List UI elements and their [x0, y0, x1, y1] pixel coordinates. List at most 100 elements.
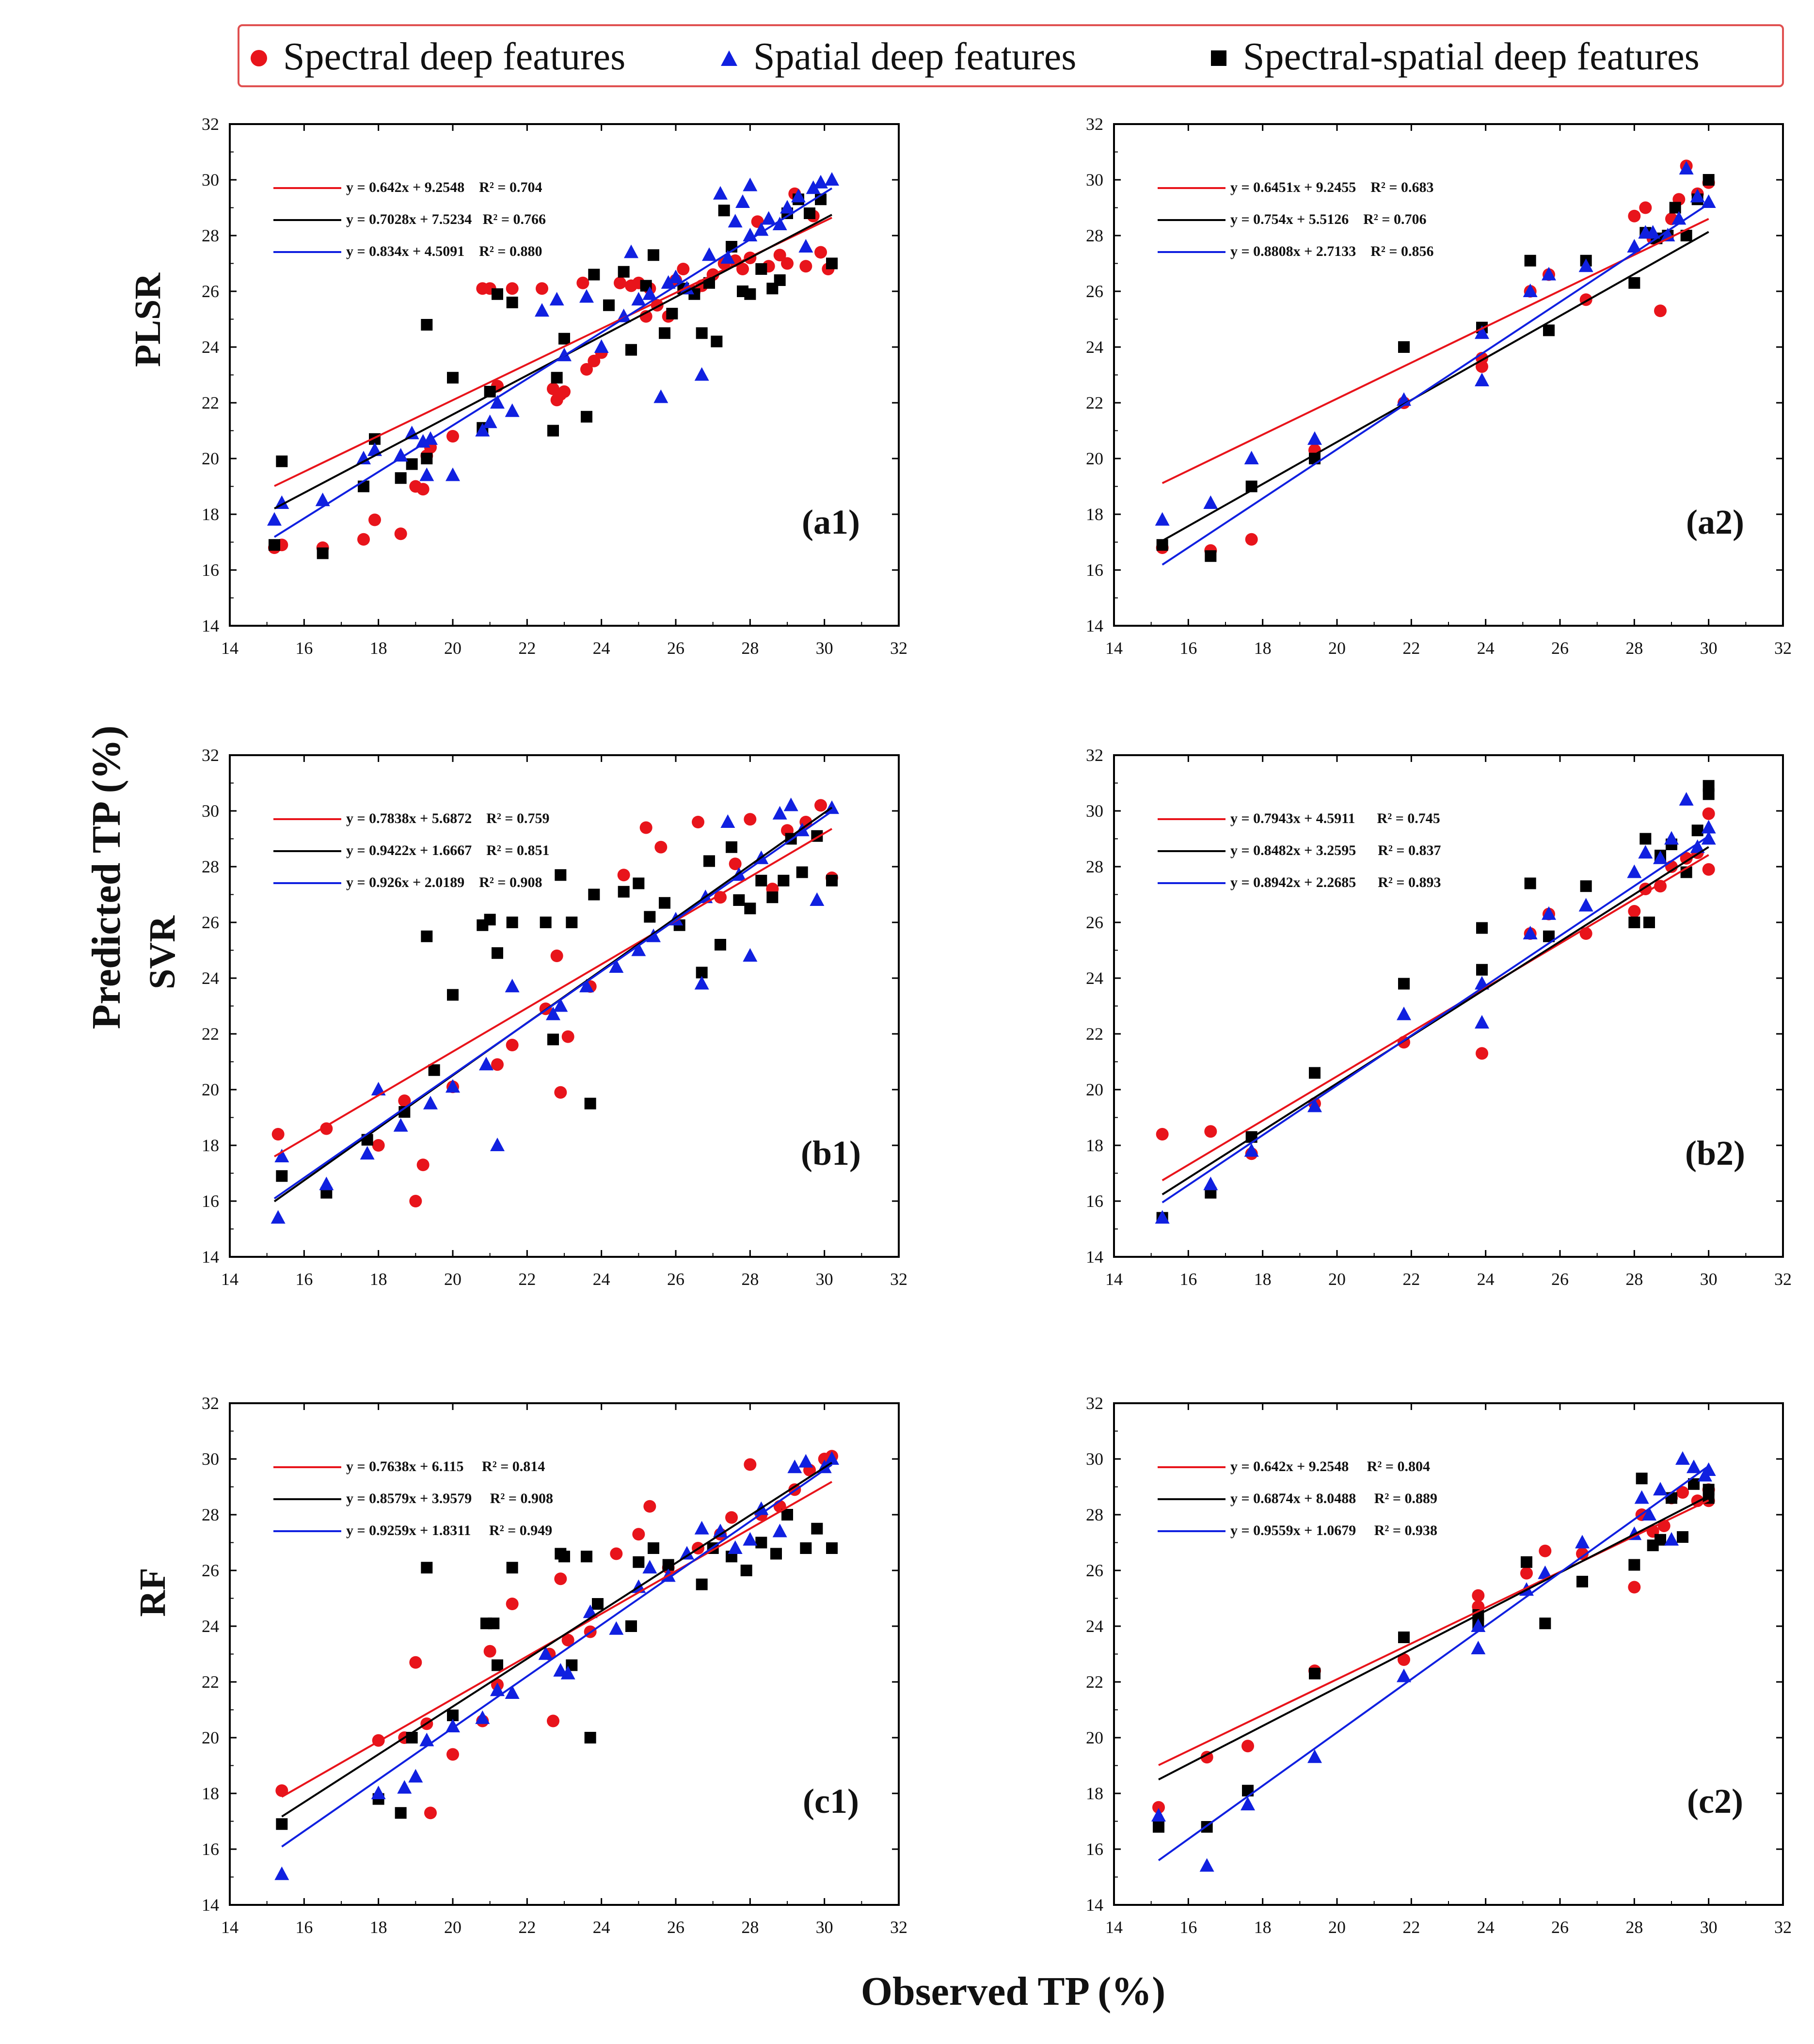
point-combined — [1205, 550, 1217, 562]
point-spatial — [1690, 189, 1705, 203]
y-tick-label: 30 — [1086, 801, 1103, 821]
point-spatial — [1679, 161, 1694, 174]
point-spatial — [1575, 1535, 1590, 1549]
point-spectral — [714, 891, 727, 904]
point-spatial — [713, 186, 728, 200]
point-spatial — [1307, 431, 1322, 445]
y-tick-label: 22 — [202, 1024, 219, 1044]
point-combined — [774, 274, 786, 286]
x-tick-label: 32 — [1774, 638, 1792, 658]
y-tick-label: 14 — [202, 616, 219, 635]
x-tick-label: 16 — [295, 1917, 313, 1937]
point-spatial — [694, 367, 709, 381]
fit-line-spectral — [1158, 1499, 1709, 1766]
point-spectral — [1579, 927, 1592, 940]
panel-label: (a2) — [1686, 503, 1744, 541]
panel-label: (a1) — [802, 503, 860, 541]
fit-line-spatial — [1162, 203, 1709, 566]
point-spectral — [416, 483, 430, 496]
point-spatial — [1155, 512, 1170, 526]
point-spectral — [814, 246, 827, 259]
point-combined — [1643, 917, 1655, 928]
point-spectral — [1702, 807, 1715, 820]
x-tick-label: 16 — [295, 1269, 313, 1289]
y-tick-label: 32 — [202, 114, 219, 134]
panel-label: (b2) — [1685, 1134, 1745, 1173]
point-spatial — [1475, 1015, 1489, 1029]
legend-marker-spectral — [251, 50, 267, 66]
x-tick-label: 16 — [1179, 1269, 1197, 1289]
point-combined — [826, 257, 838, 269]
point-combined — [1580, 880, 1592, 892]
point-combined — [540, 917, 552, 928]
point-spatial — [419, 467, 434, 481]
y-tick-label: 18 — [1086, 505, 1103, 524]
y-tick-label: 20 — [202, 1728, 219, 1747]
point-spectral — [547, 1714, 559, 1727]
x-tick-label: 24 — [1477, 638, 1495, 658]
point-spatial — [1203, 495, 1218, 509]
y-tick-label: 14 — [202, 1895, 219, 1915]
x-tick-label: 28 — [1625, 1917, 1643, 1937]
point-spatial — [1664, 831, 1679, 845]
point-combined — [1666, 1492, 1677, 1504]
y-tick-label: 22 — [202, 1672, 219, 1692]
point-spatial — [642, 286, 657, 300]
x-tick-label: 20 — [444, 1269, 461, 1289]
point-combined — [1628, 917, 1640, 928]
x-tick-label: 22 — [1402, 1269, 1420, 1289]
point-combined — [1309, 1067, 1321, 1079]
point-spatial — [490, 1682, 505, 1696]
y-tick-label: 14 — [1086, 1247, 1103, 1267]
y-tick-label: 24 — [202, 1616, 219, 1636]
point-spectral — [610, 1547, 623, 1560]
point-spatial — [783, 797, 798, 811]
chart-c2: 14 16 18 20 22 24 26 28 30 32 14 16 18 20 22 24 26 28 30 32… — [1086, 1394, 1792, 1937]
point-combined — [1309, 1667, 1321, 1680]
point-spatial — [1634, 1490, 1649, 1504]
y-tick-label: 22 — [1086, 393, 1103, 412]
y-tick-label: 16 — [202, 1839, 219, 1859]
x-tick-label: 22 — [518, 638, 536, 658]
point-spatial — [1241, 1797, 1255, 1810]
legend-label-combined: Spectral-spatial deep features — [1243, 35, 1700, 78]
point-combined — [718, 205, 730, 217]
point-spatial — [505, 979, 520, 993]
point-combined — [618, 266, 630, 278]
x-tick-label: 14 — [1105, 1269, 1123, 1289]
point-combined — [492, 947, 503, 959]
y-tick-label: 24 — [1086, 968, 1103, 988]
panel-label: (c1) — [803, 1782, 859, 1821]
point-combined — [581, 411, 592, 423]
point-spatial — [505, 1685, 520, 1699]
point-spectral — [372, 1139, 385, 1152]
point-spectral — [744, 813, 757, 826]
point-spatial — [482, 414, 497, 428]
x-tick-label: 26 — [667, 638, 684, 658]
point-spatial — [419, 1732, 434, 1746]
legend: Spectral deep features Spatial deep feat… — [238, 24, 1784, 87]
point-combined — [711, 335, 723, 348]
point-combined — [644, 911, 656, 923]
point-spatial — [1664, 1532, 1679, 1546]
point-spatial — [1475, 373, 1489, 386]
point-combined — [755, 1537, 767, 1549]
point-combined — [269, 539, 280, 551]
y-tick-label: 30 — [1086, 170, 1103, 190]
y-tick-label: 24 — [1086, 1616, 1103, 1636]
point-combined — [1636, 1473, 1648, 1485]
point-spectral — [729, 857, 742, 871]
point-spectral — [588, 354, 601, 367]
point-spatial — [1701, 820, 1716, 834]
x-tick-label: 16 — [1179, 638, 1197, 658]
point-combined — [584, 1097, 596, 1109]
point-combined — [659, 897, 670, 909]
point-combined — [625, 344, 637, 356]
x-tick-label: 18 — [1254, 1269, 1272, 1289]
point-spatial — [1701, 1462, 1716, 1476]
point-spatial — [680, 1546, 694, 1560]
equation-text: y = 0.9259x + 1.8311 R² = 0.949 — [346, 1522, 552, 1538]
point-spatial — [1523, 926, 1538, 939]
point-spatial — [535, 303, 549, 317]
point-spectral — [576, 276, 589, 289]
